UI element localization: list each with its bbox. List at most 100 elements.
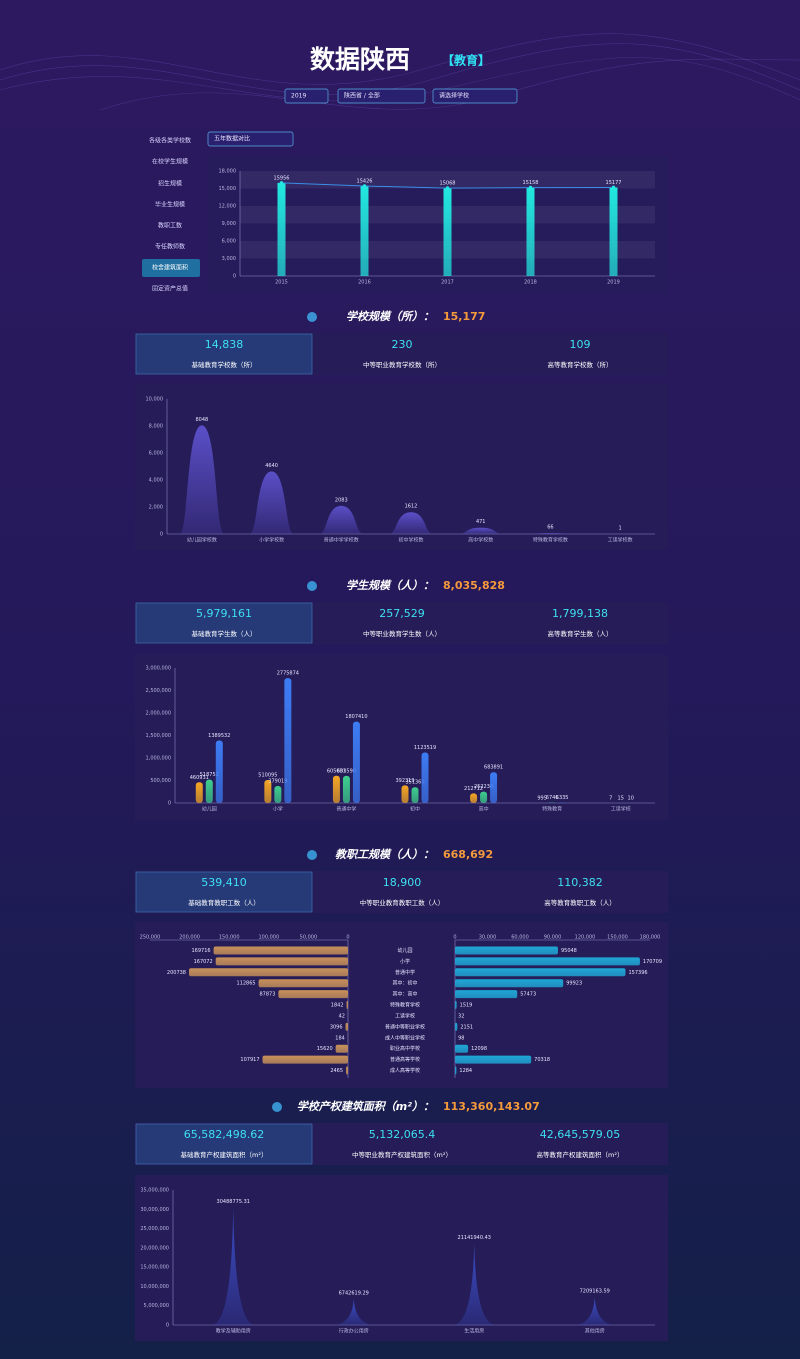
menu-item[interactable]: 各级各类学校数 <box>149 137 191 145</box>
bar-left <box>346 1066 348 1075</box>
data-label: 1519 <box>460 1003 473 1009</box>
section-icon <box>307 850 317 860</box>
data-label: 6746 <box>546 795 559 801</box>
y-tick-label: 500,000 <box>150 778 171 784</box>
pictorial-bar <box>211 1207 256 1325</box>
filter-box[interactable] <box>432 88 518 104</box>
bar <box>264 780 272 803</box>
x-tick-label: 50,000 <box>300 935 318 941</box>
card-value: 110,382 <box>557 876 603 889</box>
pictorial-bar <box>179 425 225 534</box>
bar-left <box>189 968 348 977</box>
data-label: 6335 <box>556 795 569 801</box>
card-label: 基础教育学校数（所） <box>192 360 257 369</box>
bar <box>526 187 535 276</box>
category-label: 普通中等职业学校 <box>385 1023 425 1030</box>
pictorial-bar <box>331 1298 376 1325</box>
x-tick-label: 150,000 <box>219 935 240 941</box>
card-label: 基础教育产权建筑面积（m²） <box>181 1150 268 1159</box>
x2-tick-label: 150,000 <box>607 935 628 941</box>
card-value: 18,900 <box>383 876 422 889</box>
filter-school[interactable]: 请选择学校 <box>439 92 469 100</box>
menu-item[interactable]: 专任教师数 <box>155 243 185 251</box>
menu-item[interactable]: 毕业生规模 <box>155 201 185 209</box>
card-value: 257,529 <box>379 607 425 620</box>
x-tick-label: 工读学校 <box>611 806 631 813</box>
data-label: 184 <box>335 1035 345 1041</box>
y-tick-label: 0 <box>168 801 171 807</box>
category-label: 工读学校 <box>395 1012 415 1019</box>
card-label: 高等教育教职工数（人） <box>544 898 616 907</box>
data-label: 95048 <box>561 948 577 954</box>
compare-select[interactable]: 五年数据对比 <box>214 135 250 143</box>
bar <box>609 187 618 276</box>
category-label: 普通高等学校 <box>390 1056 420 1063</box>
data-label: 12098 <box>471 1046 487 1052</box>
bar <box>411 787 419 803</box>
data-label: 15426 <box>357 179 373 185</box>
section-total: 15,177 <box>443 310 485 323</box>
category-label: 成人高等学校 <box>390 1067 420 1074</box>
grid-band <box>240 171 655 189</box>
filter-box[interactable] <box>284 88 329 104</box>
filter-region[interactable]: 陕西省 / 全部 <box>344 92 380 100</box>
bar <box>352 721 360 803</box>
x2-tick-label: 180,000 <box>640 935 661 941</box>
menu-item[interactable]: 校舍建筑面积 <box>152 264 188 272</box>
section-icon <box>307 312 317 322</box>
y-tick-label: 2,000 <box>149 505 163 511</box>
y-tick-label: 1,000,000 <box>146 756 171 762</box>
x-tick-label: 200,000 <box>179 935 200 941</box>
compare-box[interactable] <box>207 131 294 147</box>
card-active <box>135 333 313 375</box>
y-tick-label: 2,000,000 <box>146 711 171 717</box>
data-label: 2465 <box>330 1068 343 1074</box>
data-label: 1842 <box>331 1003 344 1009</box>
card-label: 中等职业教育产权建筑面积（m²） <box>352 1150 452 1159</box>
bar <box>443 188 452 276</box>
card-value: 14,838 <box>205 338 244 351</box>
section-total: 8,035,828 <box>443 579 505 592</box>
data-label: 200738 <box>167 970 186 976</box>
data-label: 460931 <box>190 775 209 781</box>
data-label: 15956 <box>274 175 290 181</box>
filter-year[interactable]: 2019 <box>291 93 306 100</box>
y-tick-label: 4,000 <box>149 478 163 484</box>
card-value: 65,582,498.62 <box>184 1128 264 1141</box>
menu-item[interactable]: 招生规模 <box>158 180 182 188</box>
y-tick-label: 10,000 <box>146 397 164 403</box>
data-label: 57473 <box>520 992 536 998</box>
menu-item[interactable]: 在校学生规模 <box>152 158 188 166</box>
y-tick-label: 6,000 <box>222 239 236 245</box>
category-label: 普通中学 <box>395 969 415 976</box>
data-label: 107917 <box>240 1057 259 1063</box>
card-value: 539,410 <box>201 876 247 889</box>
card-value: 5,979,161 <box>196 607 252 620</box>
data-label: 32 <box>458 1013 464 1019</box>
bar <box>205 779 213 803</box>
section-title: 教职工规模（人）： <box>335 848 434 861</box>
card-label: 中等职业教育学生数（人） <box>363 629 441 638</box>
filter-box[interactable] <box>337 88 426 104</box>
bar-left <box>278 990 348 999</box>
data-label: 1123519 <box>414 745 436 751</box>
card-label: 基础教育教职工数（人） <box>188 898 260 907</box>
bar <box>480 791 488 803</box>
data-label: 99923 <box>566 981 582 987</box>
bar <box>277 182 286 276</box>
x-tick-label: 2018 <box>524 280 537 286</box>
card-value: 109 <box>570 338 591 351</box>
pictorial-bar <box>452 1243 497 1325</box>
bar <box>195 782 203 803</box>
data-label: 98 <box>458 1035 464 1041</box>
x-tick-label: 小学学校数 <box>259 537 284 544</box>
data-label: 2083 <box>335 497 348 503</box>
pictorial-bar <box>572 1297 617 1325</box>
x-tick-label: 生活用房 <box>464 1328 484 1335</box>
section-total: 113,360,143.07 <box>443 1100 540 1113</box>
data-label: 167072 <box>194 959 213 965</box>
menu-item[interactable]: 固定资产总值 <box>152 285 188 293</box>
menu-item[interactable]: 教职工数 <box>158 222 182 230</box>
bar-left <box>262 1055 348 1064</box>
data-label: 683891 <box>484 765 503 771</box>
